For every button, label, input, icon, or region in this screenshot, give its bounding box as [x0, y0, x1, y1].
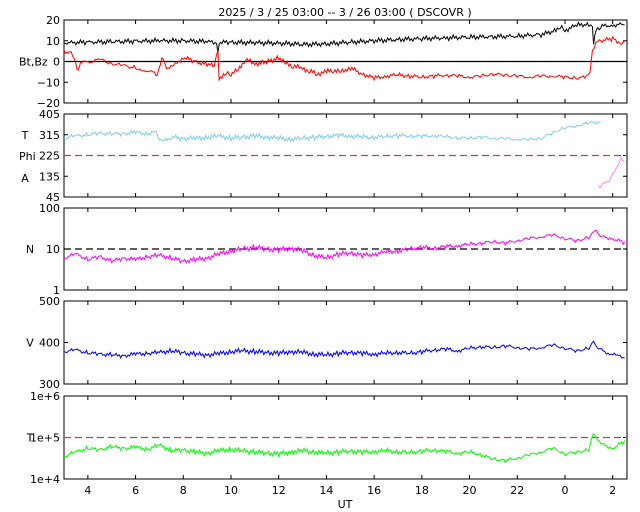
y-tick-label: 1e+6 — [30, 390, 60, 403]
y-tick-label: 300 — [39, 378, 60, 391]
panel-temp-phi: 405 315 225 135 45 T Phi A — [19, 108, 628, 204]
x-tick-label: 10 — [224, 484, 238, 497]
x-axis-label: UT — [338, 498, 353, 511]
panel-label-top: T — [21, 129, 29, 142]
x-tick-label: 20 — [463, 484, 477, 497]
x-tick-label: 2 — [609, 484, 616, 497]
x-tick-label: 4 — [84, 484, 91, 497]
series-line — [63, 120, 601, 143]
x-tick-label: 16 — [367, 484, 381, 497]
y-tick-label: 225 — [39, 150, 60, 163]
series-line — [63, 35, 625, 82]
x-tick-label: 8 — [180, 484, 187, 497]
panel-label: Bt,Bz — [19, 56, 48, 69]
panel-label: V — [26, 337, 34, 350]
y-tick-label: 1e+5 — [30, 432, 60, 445]
panel-label-bottom: A — [21, 172, 29, 185]
series-line — [63, 229, 626, 264]
series-line — [63, 21, 625, 54]
y-tick-label: 45 — [46, 191, 60, 204]
y-tick-label: 500 — [39, 295, 60, 308]
x-tick-label: 6 — [132, 484, 139, 497]
series-line — [598, 156, 625, 189]
x-tick-label: 22 — [510, 484, 524, 497]
panel-label-mid: Phi — [19, 150, 36, 163]
x-axis: 4 6 8 10 12 14 16 18 20 22 0 2 UT — [84, 484, 616, 511]
panel-mag: 20 10 0 −10 −20 Bt,Bz — [19, 14, 628, 110]
y-tick-label: 405 — [39, 108, 60, 121]
panel-label: N — [26, 243, 34, 256]
y-tick-label: 1 — [53, 284, 60, 297]
x-tick-label: 0 — [561, 484, 568, 497]
y-tick-label: 135 — [39, 170, 60, 183]
panel-density: 100 10 1 N — [26, 202, 628, 297]
x-tick-label: 12 — [272, 484, 286, 497]
y-tick-label: 315 — [39, 129, 60, 142]
y-tick-label: 10 — [46, 35, 60, 48]
y-tick-label: −10 — [37, 76, 60, 89]
y-tick-label: 10 — [46, 243, 60, 256]
x-tick-label: 14 — [319, 484, 333, 497]
panel-speed: 500 400 300 V — [26, 295, 628, 391]
y-tick-label: 0 — [53, 56, 60, 69]
y-tick-label: 1e+4 — [30, 473, 60, 486]
series-line — [63, 340, 625, 360]
panel-temperature: 1e+6 1e+5 1e+4 T — [26, 390, 628, 486]
y-tick-label: −20 — [37, 97, 60, 110]
panel-frame — [63, 300, 628, 385]
chart-title: 2025 / 3 / 25 03:00 -- 3 / 26 03:00 ( DS… — [218, 6, 471, 19]
panel-label: T — [26, 432, 34, 445]
y-tick-label: 20 — [46, 14, 60, 27]
series-line — [63, 432, 626, 464]
x-tick-label: 18 — [415, 484, 429, 497]
y-tick-label: 400 — [39, 337, 60, 350]
panels: 20100−10−20Bt,Bz40531522513545TPhiA10010… — [19, 14, 628, 486]
y-tick-label: 100 — [39, 202, 60, 215]
